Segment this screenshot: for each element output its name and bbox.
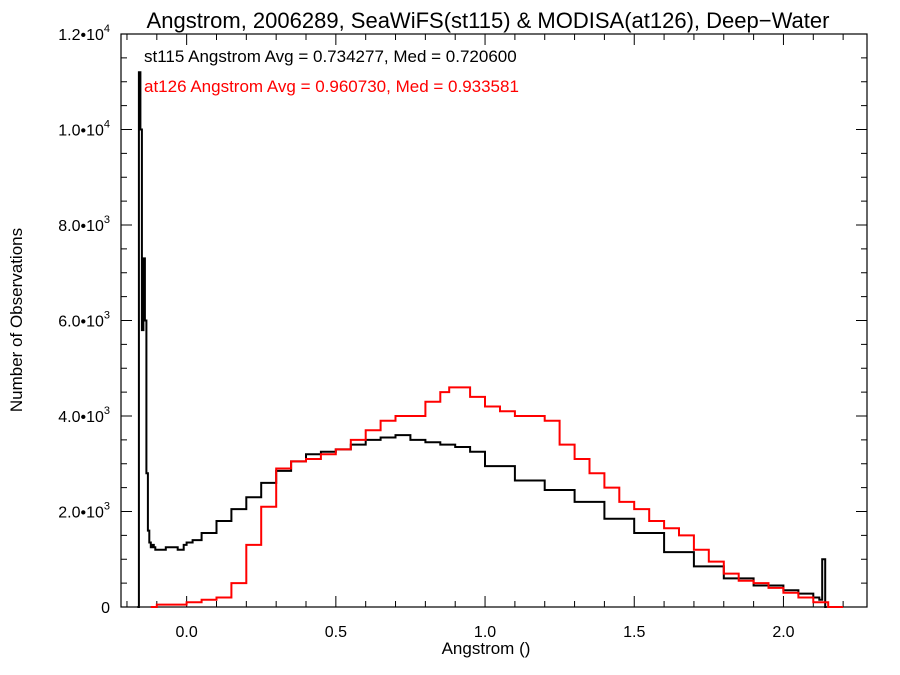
- st115-histogram-line: [137, 71, 827, 608]
- axis-ticks: 0.0 0.5 1.0 1.5 2.0 0 2.0•103 4.0•103 6.0•103 8.0…: [58, 23, 867, 641]
- x-tick-label: 0.5: [325, 624, 347, 641]
- plot-frame: [120, 33, 868, 608]
- y-tick-label: 0: [101, 600, 110, 617]
- x-tick-label: 2.0: [772, 624, 794, 641]
- x-tick-label: 1.5: [623, 624, 645, 641]
- at126-histogram-line: [150, 386, 844, 608]
- st115-annotation: st115 Angstrom Avg = 0.734277, Med = 0.7…: [144, 47, 517, 66]
- x-axis-label: Angstrom (): [442, 639, 531, 658]
- y-tick-label: 1.0•104: [58, 119, 110, 140]
- y-tick-label: 2.0•103: [58, 501, 110, 522]
- y-tick-label: 6.0•103: [58, 310, 110, 331]
- y-tick-label: 1.2•104: [58, 23, 110, 44]
- y-axis-label: Number of Observations: [7, 228, 26, 412]
- chart-title: Angstrom, 2006289, SeaWiFS(st115) & MODI…: [147, 8, 830, 33]
- at126-annotation: at126 Angstrom Avg = 0.960730, Med = 0.9…: [144, 77, 519, 96]
- y-tick-label: 8.0•103: [58, 214, 110, 235]
- series-layer: [137, 71, 844, 608]
- y-tick-label: 4.0•103: [58, 405, 110, 426]
- x-tick-label: 1.0: [474, 624, 496, 641]
- x-tick-label: 0.0: [176, 624, 198, 641]
